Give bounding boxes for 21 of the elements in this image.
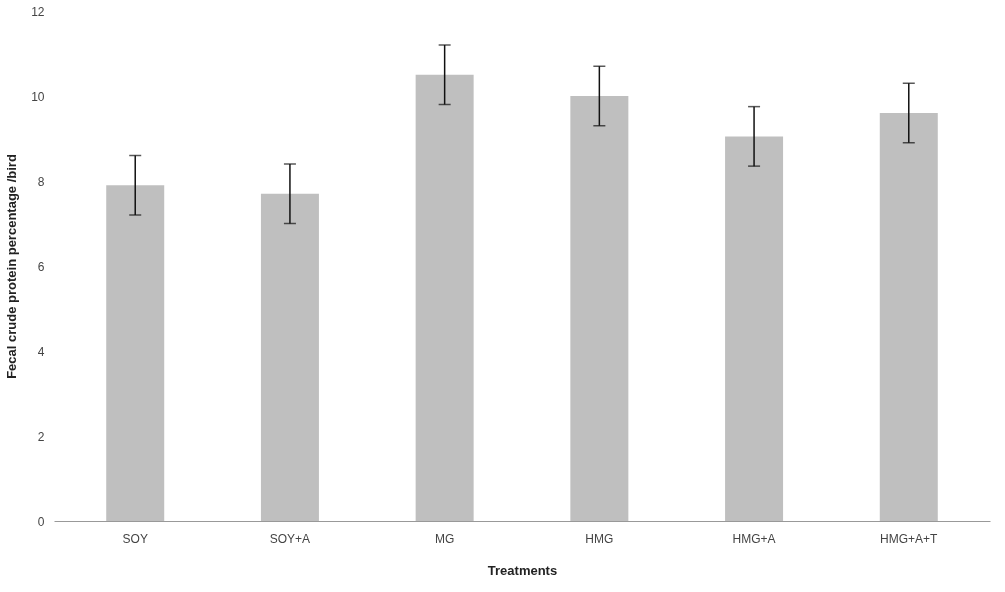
y-tick-label: 10 bbox=[31, 89, 45, 104]
bar bbox=[106, 185, 165, 521]
bar bbox=[725, 136, 784, 521]
x-axis-title: Treatments bbox=[487, 562, 558, 578]
bar bbox=[260, 193, 319, 521]
x-tick-label: HMG+A+T bbox=[880, 531, 939, 546]
bar bbox=[570, 96, 629, 521]
y-tick-label: 2 bbox=[37, 429, 45, 444]
y-tick-label: 6 bbox=[37, 259, 45, 274]
x-tick-label: SOY+A bbox=[269, 531, 311, 546]
y-tick-label: 4 bbox=[37, 344, 45, 359]
bar bbox=[415, 74, 474, 521]
y-tick-label: 12 bbox=[31, 4, 45, 19]
y-tick-label: 0 bbox=[37, 514, 45, 529]
x-tick-label: SOY bbox=[122, 531, 148, 546]
x-tick-label: HMG bbox=[585, 531, 614, 546]
x-tick-label: HMG+A bbox=[732, 531, 776, 546]
y-axis-title: Fecal crude protein percentage /bird bbox=[4, 154, 20, 379]
bar bbox=[879, 113, 938, 521]
x-tick-label: MG bbox=[434, 531, 455, 546]
y-tick-label: 8 bbox=[37, 174, 45, 189]
